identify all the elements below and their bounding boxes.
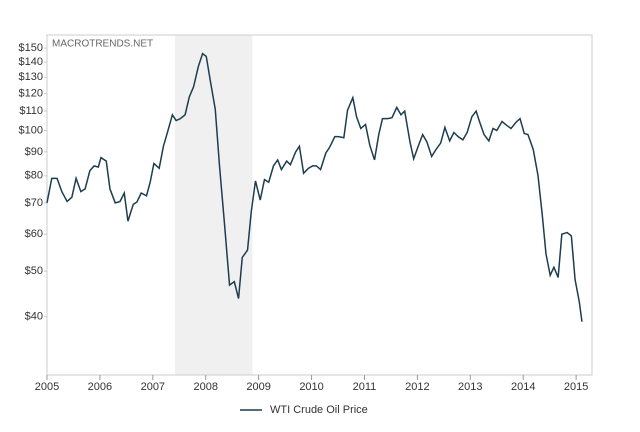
y-tick-label: $110 [19, 105, 43, 117]
y-tick-label: $90 [25, 146, 43, 158]
y-tick-label: $150 [19, 42, 43, 54]
x-tick-label: 2012 [405, 381, 429, 393]
y-tick-label: $40 [25, 310, 43, 322]
x-tick-label: 2015 [564, 381, 588, 393]
shaded-region [175, 35, 253, 375]
y-tick-label: $140 [19, 56, 43, 68]
x-tick-label: 2006 [88, 381, 112, 393]
y-tick-label: $50 [25, 265, 43, 277]
x-tick-label: 2013 [458, 381, 482, 393]
y-tick-label: $80 [25, 170, 43, 182]
x-tick-label: 2007 [141, 381, 165, 393]
y-tick-label: $60 [25, 228, 43, 240]
y-tick-label: $130 [19, 71, 43, 83]
x-tick-label: 2005 [35, 381, 59, 393]
y-tick-label: $120 [19, 87, 43, 99]
price-line [46, 52, 583, 322]
watermark: MACROTRENDS.NET [52, 39, 153, 50]
x-tick-label: 2010 [299, 381, 323, 393]
x-tick-label: 2009 [246, 381, 270, 393]
y-tick-label: $100 [19, 124, 43, 136]
plot-area [46, 34, 593, 376]
x-tick-label: 2011 [353, 381, 377, 393]
x-tick-label: 2008 [193, 381, 217, 393]
y-tick-label: $70 [25, 197, 43, 209]
legend-label: WTI Crude Oil Price [270, 404, 368, 416]
x-tick-label: 2014 [511, 381, 535, 393]
